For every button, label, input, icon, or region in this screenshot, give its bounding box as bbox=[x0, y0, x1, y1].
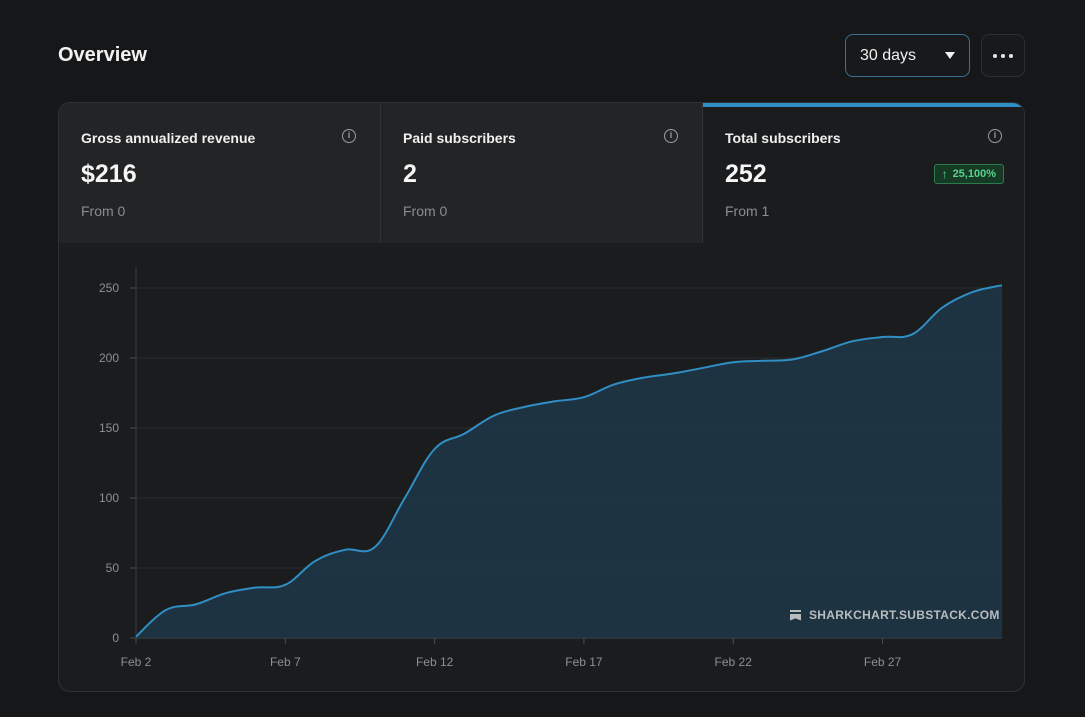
x-tick-label: Feb 7 bbox=[270, 655, 301, 669]
stat-value: $216 bbox=[81, 160, 137, 188]
stat-from: From 0 bbox=[81, 203, 126, 219]
stat-paid-subscribers[interactable]: Paid subscribers i 2 From 0 bbox=[381, 103, 703, 243]
y-tick-label: 50 bbox=[106, 561, 120, 575]
x-tick-label: Feb 27 bbox=[864, 655, 902, 669]
stat-value: 252 bbox=[725, 160, 767, 188]
date-range-value: 30 days bbox=[860, 46, 917, 64]
chevron-down-icon bbox=[945, 52, 955, 59]
stat-label: Gross annualized revenue bbox=[81, 130, 256, 146]
x-tick-label: Feb 22 bbox=[715, 655, 753, 669]
growth-badge: ↑ 25,100% bbox=[933, 164, 1004, 184]
more-options-button[interactable] bbox=[981, 34, 1025, 77]
watermark-text: SHARKCHART.SUBSTACK.COM bbox=[809, 608, 1000, 622]
x-tick-label: Feb 2 bbox=[121, 655, 152, 669]
info-icon[interactable]: i bbox=[664, 129, 678, 143]
watermark: SHARKCHART.SUBSTACK.COM bbox=[790, 608, 1000, 622]
stat-from: From 0 bbox=[403, 203, 448, 219]
stat-value: 2 bbox=[403, 160, 417, 188]
overview-card: Gross annualized revenue i $216 From 0 P… bbox=[58, 102, 1025, 692]
more-horizontal-icon bbox=[991, 53, 1015, 58]
y-tick-label: 150 bbox=[99, 421, 119, 435]
growth-badge-value: 25,100% bbox=[952, 168, 996, 180]
info-icon[interactable]: i bbox=[342, 129, 356, 143]
stat-total-subscribers[interactable]: Total subscribers i 252 From 1 ↑ 25,100% bbox=[703, 103, 1024, 243]
stat-from: From 1 bbox=[725, 203, 770, 219]
x-tick-label: Feb 12 bbox=[416, 655, 454, 669]
stat-gross-annualized-revenue[interactable]: Gross annualized revenue i $216 From 0 bbox=[59, 103, 381, 243]
y-tick-label: 200 bbox=[99, 351, 119, 365]
page-title: Overview bbox=[58, 44, 147, 66]
date-range-select[interactable]: 30 days bbox=[845, 34, 970, 77]
stats-row: Gross annualized revenue i $216 From 0 P… bbox=[59, 103, 1024, 243]
stat-label: Total subscribers bbox=[725, 130, 841, 146]
y-tick-label: 250 bbox=[99, 281, 119, 295]
stat-label: Paid subscribers bbox=[403, 130, 516, 146]
series-line bbox=[135, 284, 1003, 638]
substack-logo-icon bbox=[790, 609, 801, 621]
info-icon[interactable]: i bbox=[988, 129, 1002, 143]
y-tick-label: 100 bbox=[99, 491, 119, 505]
arrow-up-icon: ↑ bbox=[941, 167, 948, 181]
x-tick-label: Feb 17 bbox=[565, 655, 603, 669]
y-tick-label: 0 bbox=[112, 631, 119, 645]
subscribers-chart[interactable]: 0 50 100 150 200 250 Feb 2 Feb 7 Feb 12 Feb 17 Feb… bbox=[59, 243, 1024, 691]
